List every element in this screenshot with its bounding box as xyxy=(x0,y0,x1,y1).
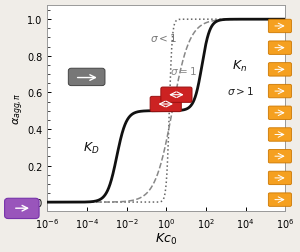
FancyBboxPatch shape xyxy=(268,193,291,206)
Text: $\sigma > 1$: $\sigma > 1$ xyxy=(227,85,254,97)
Text: $K_D$: $K_D$ xyxy=(82,140,99,155)
FancyBboxPatch shape xyxy=(268,107,291,120)
FancyBboxPatch shape xyxy=(268,20,291,34)
FancyBboxPatch shape xyxy=(161,88,192,103)
FancyBboxPatch shape xyxy=(268,172,291,185)
FancyBboxPatch shape xyxy=(268,150,291,163)
FancyBboxPatch shape xyxy=(150,97,181,112)
Y-axis label: $\alpha_{agg,\pi}$: $\alpha_{agg,\pi}$ xyxy=(11,92,26,125)
Text: $\sigma < 1$: $\sigma < 1$ xyxy=(150,32,177,44)
FancyBboxPatch shape xyxy=(68,69,105,86)
FancyBboxPatch shape xyxy=(268,64,291,77)
Text: $K_n$: $K_n$ xyxy=(232,58,247,73)
Text: $\sigma = 1$: $\sigma = 1$ xyxy=(170,65,197,77)
FancyBboxPatch shape xyxy=(268,42,291,55)
FancyBboxPatch shape xyxy=(4,199,39,219)
FancyBboxPatch shape xyxy=(268,85,291,98)
FancyBboxPatch shape xyxy=(268,128,291,142)
X-axis label: $Kc_0$: $Kc_0$ xyxy=(155,231,177,246)
